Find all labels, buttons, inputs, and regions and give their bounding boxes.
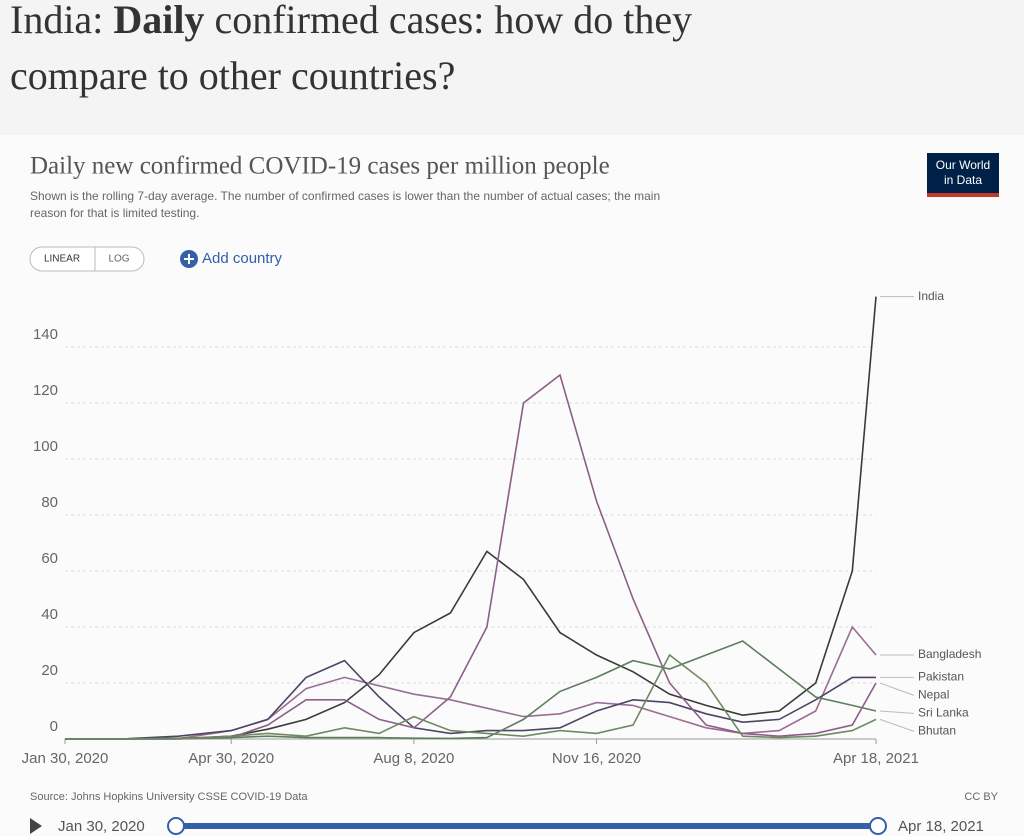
linear-button[interactable]: LINEAR [44,254,80,265]
y-tick-label: 80 [41,494,58,511]
chart-subtitle: Shown is the rolling 7-day average. The … [30,189,660,203]
x-tick-label: Jan 30, 2020 [22,750,109,767]
log-button[interactable]: LOG [108,254,129,265]
title-part: confirmed cases: how do they [204,0,692,42]
x-tick-label: Aug 8, 2020 [373,750,454,767]
label-leader [879,718,915,732]
y-tick-label: 20 [41,662,58,679]
chart-subtitle: reason for that is limited testing. [30,206,199,220]
logo-text: in Data [944,173,982,187]
series-line [65,296,877,740]
y-tick-label: 60 [41,550,58,567]
series-label: Pakistan [918,670,964,684]
timeline-end: Apr 18, 2021 [898,818,984,835]
chart-title: Daily new confirmed COVID-19 cases per m… [30,153,610,180]
x-tick-label: Nov 16, 2020 [552,750,641,767]
y-tick-label: 140 [33,326,58,343]
y-tick-label: 100 [33,438,58,455]
y-tick-label: 0 [50,718,58,735]
scale-toggle [29,246,145,272]
series-label: India [918,289,944,303]
chart-card [0,135,1024,836]
series-line [65,659,876,740]
x-tick-label: Apr 18, 2021 [833,750,919,767]
y-tick-label: 40 [41,606,58,623]
series-label: Nepal [918,688,949,702]
play-button[interactable] [30,818,42,834]
series-label: Bhutan [918,724,956,738]
add-country-button[interactable]: Add country [202,250,283,267]
add-icon-plus [184,254,194,264]
series-label: Bangladesh [918,647,981,661]
timeline-start: Jan 30, 2020 [58,818,145,835]
x-tick-label: Apr 30, 2020 [188,750,274,767]
label-leader [879,710,915,714]
logo-text: Our World [936,158,990,172]
title-bold: Daily [113,0,204,42]
license: CC BY [964,791,998,803]
series-line [65,653,877,740]
page-title: India: Daily confirmed cases: how do the… [10,0,692,42]
timeline-handle[interactable] [869,817,887,835]
timeline-handle[interactable] [167,817,185,835]
series-line [65,373,877,740]
source: Source: Johns Hopkins University CSSE CO… [30,791,308,803]
series-label: Sri Lanka [918,706,969,720]
logo-bar [927,193,999,197]
series-line [65,640,877,740]
page-title-line2: compare to other countries? [10,53,455,98]
label-leader [879,682,915,696]
logo [927,153,999,197]
title-part: India: [10,0,113,42]
y-tick-label: 120 [33,382,58,399]
